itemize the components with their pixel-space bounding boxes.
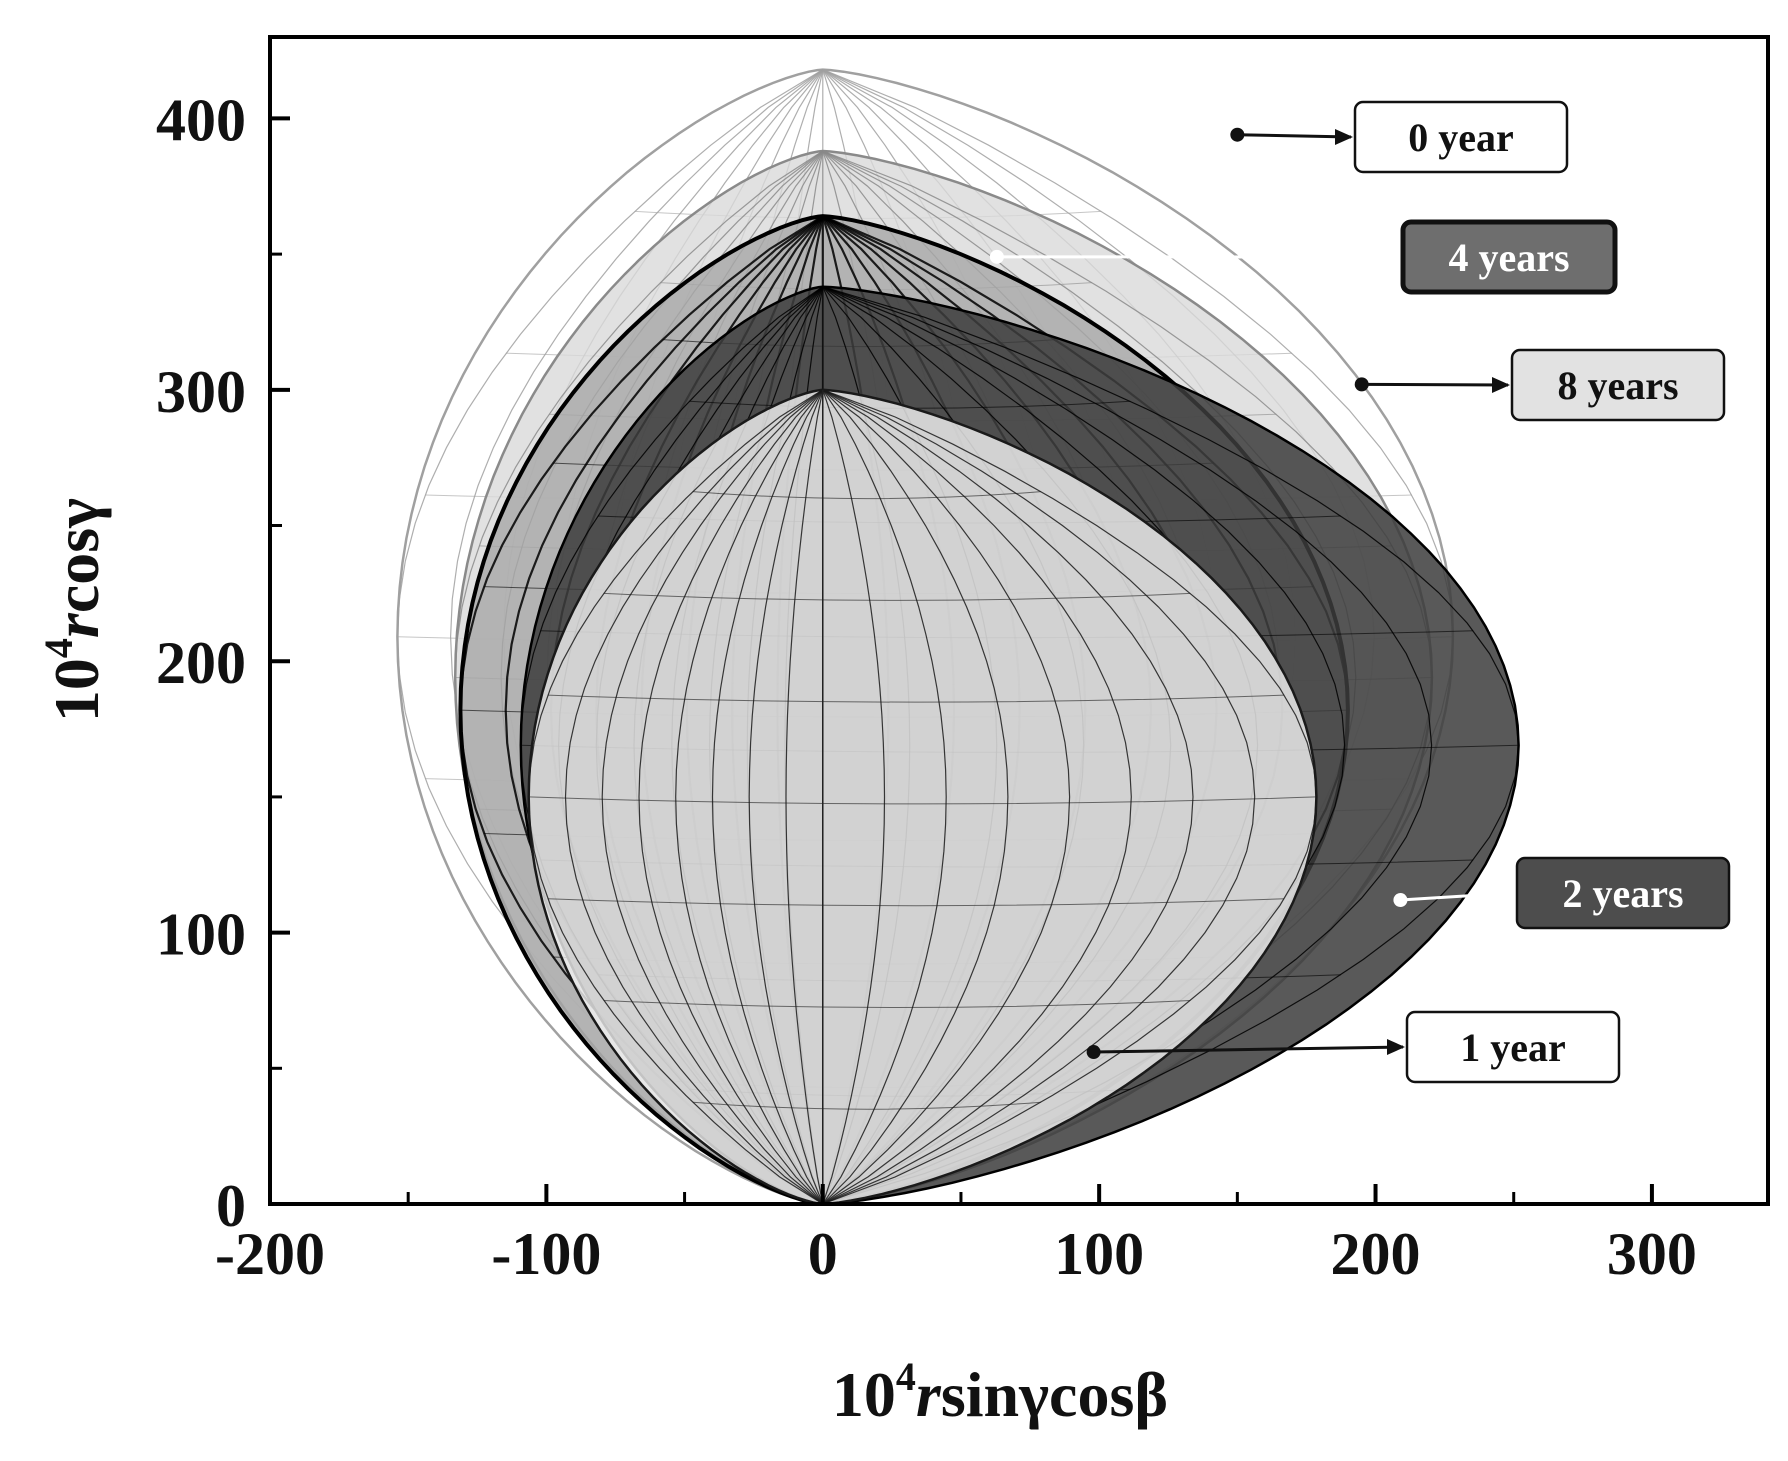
shape-latitude (603, 1000, 1191, 1008)
annotation-arrow (1237, 133, 1352, 139)
annotation-1-year: 1 year (1086, 1010, 1621, 1084)
annotation-box (1353, 100, 1569, 174)
x-tick-label: -100 (491, 1221, 601, 1287)
shape-meridian (822, 389, 886, 1205)
y-axis-title-exp: 4 (36, 638, 81, 658)
y-axis-title-base: 10 (41, 658, 112, 722)
y-tick-label: 0 (216, 1173, 246, 1239)
annotation-arrow (1400, 891, 1514, 902)
x-tick-label: 100 (1054, 1221, 1144, 1287)
shape-latitude (692, 491, 1041, 500)
annotation-box (1515, 856, 1731, 930)
legend-label: 4 years (1448, 235, 1569, 280)
annotation-arrowhead (1387, 1039, 1405, 1055)
annotation-dot (1230, 127, 1245, 142)
y-tick-label: 400 (156, 87, 246, 153)
annotation-dot (1393, 893, 1408, 908)
annotation-8-years: 8 years (1354, 348, 1726, 422)
annotation-arrow (1093, 1045, 1404, 1054)
y-tick-label: 100 (156, 902, 246, 968)
legend-label: 1 year (1460, 1025, 1566, 1070)
annotation-dot (1086, 1045, 1101, 1060)
shape-meridian (748, 389, 824, 1205)
shape-latitude (692, 1101, 1041, 1110)
shape-meridian (638, 389, 824, 1205)
shape-meridian (822, 389, 947, 1205)
plot-frame (268, 35, 1770, 1206)
y-axis-title: 104rcosγ (36, 498, 112, 722)
y-tick-label: 300 (156, 359, 246, 425)
legend-label: 0 year (1408, 115, 1514, 160)
annotation-arrow (1361, 382, 1509, 387)
shape-latitude (528, 796, 1317, 805)
shape-meridian (822, 389, 1132, 1205)
shapes-layer (396, 68, 1520, 1207)
annotation-4-years: 4 years (989, 219, 1618, 295)
annotation-box (1510, 348, 1726, 422)
shape-meridian (711, 389, 824, 1205)
annotation-box (1400, 219, 1618, 295)
x-axis-title-rest: sinγcosβ (941, 1359, 1168, 1430)
ticks-layer: -200 -100 0 100 200 300 0 100 200 300 400 (156, 87, 1697, 1287)
annotation-arrowhead (1492, 377, 1510, 393)
annotation-layer: 0 year 8 years 4 years 2 years 1 year (989, 100, 1731, 1084)
shape-meridian (675, 389, 824, 1205)
annotation-arrowhead (1335, 129, 1353, 145)
annotation-dot (1354, 377, 1369, 392)
x-axis-title-var: r (916, 1359, 942, 1430)
shape-latitude (547, 898, 1285, 907)
x-tick-label: 0 (808, 1221, 838, 1287)
shape-latitude (547, 694, 1285, 703)
x-tick-label: 300 (1607, 1221, 1697, 1287)
shape-latitude (603, 592, 1191, 601)
shape-meridian (564, 389, 824, 1205)
shape-meridian (822, 389, 1194, 1205)
x-axis-title: 104rsinγcosβ (832, 1354, 1168, 1430)
axes-layer (268, 35, 1770, 1206)
shape-1-year (527, 388, 1318, 1206)
x-axis-title-base: 10 (832, 1359, 896, 1430)
y-axis-title-rest: cosγ (41, 498, 112, 613)
y-tick-label: 200 (156, 630, 246, 696)
x-tick-label: -200 (215, 1221, 325, 1287)
shape-meridian (601, 389, 824, 1205)
shape-meridian (822, 389, 1071, 1205)
shape-meridian (822, 389, 1256, 1205)
shape-meridian (785, 389, 824, 1205)
x-tick-label: 200 (1331, 1221, 1421, 1287)
annotation-2-years: 2 years (1393, 856, 1731, 930)
y-axis-title-var: r (41, 612, 112, 638)
annotation-0-year: 0 year (1230, 100, 1569, 174)
legend-label: 8 years (1557, 363, 1678, 408)
annotation-dot (989, 249, 1004, 264)
x-axis-title-exp: 4 (896, 1354, 916, 1399)
annotation-box (1405, 1010, 1621, 1084)
shape-meridian (822, 389, 1009, 1205)
legend-label: 2 years (1562, 871, 1683, 916)
